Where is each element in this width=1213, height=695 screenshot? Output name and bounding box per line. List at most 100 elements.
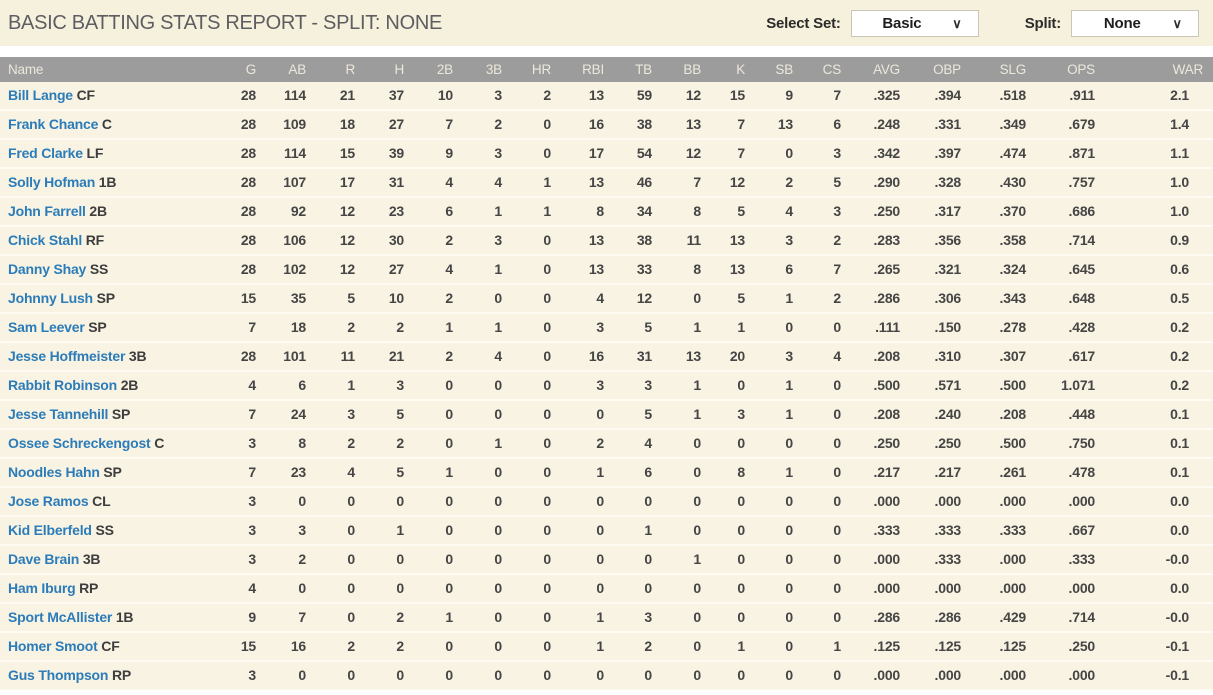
stat-cell-k: 1 xyxy=(707,632,751,662)
player-name-cell: Sam Leever SP xyxy=(0,313,214,343)
player-name-link[interactable]: Kid Elberfeld xyxy=(8,522,92,538)
stat-cell-g: 3 xyxy=(214,429,262,459)
stat-cell-3b: 1 xyxy=(459,197,508,227)
stat-cell-slg: .518 xyxy=(967,82,1032,111)
stat-cell-g: 28 xyxy=(214,139,262,169)
player-name-link[interactable]: Solly Hofman xyxy=(8,174,96,190)
stat-cell-obp: .333 xyxy=(906,545,967,575)
stat-cell-hr: 0 xyxy=(508,400,557,430)
player-position: 1B xyxy=(112,609,134,625)
stat-cell-ops: .617 xyxy=(1032,342,1101,372)
stat-cell-3b: 0 xyxy=(459,284,508,314)
stat-cell-sb: 0 xyxy=(751,516,799,546)
stat-cell-hr: 0 xyxy=(508,342,557,372)
player-row: Bill Lange CF 28 114 21 37 10 3 2 13 59 12 15 9 7.325… xyxy=(0,82,1213,111)
player-row: Ham Iburg RP 4 0 0 0 0 0 0 0 0 0 0 0 0.000.000.000.00… xyxy=(0,574,1213,604)
player-name-link[interactable]: John Farrell xyxy=(8,203,86,219)
stat-cell-g: 28 xyxy=(214,110,262,140)
stat-cell-cs: 4 xyxy=(799,342,847,372)
stat-cell-ops: .478 xyxy=(1032,458,1101,488)
stat-cell-2b: 0 xyxy=(410,574,459,604)
player-name-link[interactable]: Chick Stahl xyxy=(8,232,83,248)
player-position: SP xyxy=(108,406,131,422)
select-set-dropdown[interactable]: Basic ∨ xyxy=(850,9,979,37)
player-row: Gus Thompson RP 3 0 0 0 0 0 0 0 0 0 0 0 0.000.000.000… xyxy=(0,661,1213,691)
stat-cell-sb: 4 xyxy=(751,197,799,227)
stat-cell-tb: 0 xyxy=(610,487,658,517)
stat-cell-rbi: 0 xyxy=(557,487,610,517)
player-name-link[interactable]: Jesse Hoffmeister xyxy=(8,348,126,364)
stat-cell-slg: .324 xyxy=(967,255,1032,285)
stat-cell-3b: 0 xyxy=(459,458,508,488)
stat-cell-g: 28 xyxy=(214,342,262,372)
stat-cell-war: 0.1 xyxy=(1101,429,1213,459)
player-name-link[interactable]: Sam Leever xyxy=(8,319,85,335)
player-name-link[interactable]: Frank Chance xyxy=(8,116,99,132)
player-name-link[interactable]: Ossee Schreckengost xyxy=(8,435,151,451)
stat-cell-tb: 38 xyxy=(610,110,658,140)
stat-cell-obp: .310 xyxy=(906,342,967,372)
stat-cell-2b: 4 xyxy=(410,255,459,285)
stat-cell-slg: .000 xyxy=(967,574,1032,604)
stat-cell-r: 12 xyxy=(312,226,361,256)
player-name-cell: Frank Chance C xyxy=(0,110,214,140)
split-dropdown[interactable]: None ∨ xyxy=(1071,9,1199,37)
player-name-link[interactable]: Dave Brain xyxy=(8,551,80,567)
player-name-link[interactable]: Gus Thompson xyxy=(8,667,109,683)
stat-cell-k: 7 xyxy=(707,110,751,140)
stat-cell-slg: .333 xyxy=(967,516,1032,546)
player-name-link[interactable]: Bill Lange xyxy=(8,87,73,103)
stat-cell-ops: .750 xyxy=(1032,429,1101,459)
stat-cell-slg: .474 xyxy=(967,139,1032,169)
player-name-link[interactable]: Jesse Tannehill xyxy=(8,406,109,422)
stat-cell-obp: .000 xyxy=(906,574,967,604)
stat-cell-tb: 33 xyxy=(610,255,658,285)
stat-cell-ab: 101 xyxy=(262,342,312,372)
stat-cell-sb: 2 xyxy=(751,168,799,198)
stat-cell-war: 0.0 xyxy=(1101,574,1213,604)
stat-cell-bb: 1 xyxy=(658,400,707,430)
stat-cell-rbi: 4 xyxy=(557,284,610,314)
column-header-tb: TB xyxy=(610,57,658,82)
player-name-link[interactable]: Johnny Lush xyxy=(8,290,93,306)
stat-cell-ab: 18 xyxy=(262,313,312,343)
player-name-link[interactable]: Sport McAllister xyxy=(8,609,113,625)
stat-cell-h: 37 xyxy=(361,82,410,111)
player-name-link[interactable]: Danny Shay xyxy=(8,261,87,277)
stat-cell-g: 28 xyxy=(214,82,262,111)
stat-cell-sb: 13 xyxy=(751,110,799,140)
player-name-link[interactable]: Homer Smoot xyxy=(8,638,98,654)
stat-cell-h: 2 xyxy=(361,313,410,343)
player-name-link[interactable]: Ham Iburg xyxy=(8,580,76,596)
player-row: Jesse Tannehill SP 7 24 3 5 0 0 0 0 5 1 3 1 0.208.240… xyxy=(0,400,1213,430)
player-position: SP xyxy=(84,319,107,335)
stat-cell-3b: 0 xyxy=(459,487,508,517)
player-name-link[interactable]: Fred Clarke xyxy=(8,145,83,161)
column-header-k: K xyxy=(707,57,751,82)
stat-cell-slg: .307 xyxy=(967,342,1032,372)
stat-cell-h: 3 xyxy=(361,371,410,401)
column-header-h: H xyxy=(361,57,410,82)
player-name-link[interactable]: Jose Ramos xyxy=(8,493,89,509)
stat-cell-war: 1.4 xyxy=(1101,110,1213,140)
stat-cell-rbi: 0 xyxy=(557,574,610,604)
stat-cell-hr: 0 xyxy=(508,255,557,285)
column-header-sb: SB xyxy=(751,57,799,82)
stat-cell-tb: 5 xyxy=(610,400,658,430)
stat-cell-ops: .000 xyxy=(1032,661,1101,691)
stat-cell-k: 8 xyxy=(707,458,751,488)
stat-cell-rbi: 3 xyxy=(557,313,610,343)
player-name-cell: Sport McAllister 1B xyxy=(0,603,214,633)
stat-cell-k: 0 xyxy=(707,545,751,575)
player-name-link[interactable]: Noodles Hahn xyxy=(8,464,100,480)
stat-cell-ab: 8 xyxy=(262,429,312,459)
stat-cell-slg: .429 xyxy=(967,603,1032,633)
player-row: Homer Smoot CF 15 16 2 2 0 0 0 1 2 0 1 0 1.125.125.12… xyxy=(0,632,1213,662)
stat-cell-r: 12 xyxy=(312,197,361,227)
stat-cell-g: 28 xyxy=(214,168,262,198)
stat-cell-2b: 7 xyxy=(410,110,459,140)
stat-cell-sb: 0 xyxy=(751,487,799,517)
stat-cell-2b: 9 xyxy=(410,139,459,169)
stat-cell-hr: 0 xyxy=(508,458,557,488)
player-name-link[interactable]: Rabbit Robinson xyxy=(8,377,117,393)
